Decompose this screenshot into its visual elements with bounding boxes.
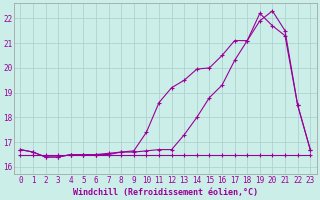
X-axis label: Windchill (Refroidissement éolien,°C): Windchill (Refroidissement éolien,°C) [73, 188, 258, 197]
